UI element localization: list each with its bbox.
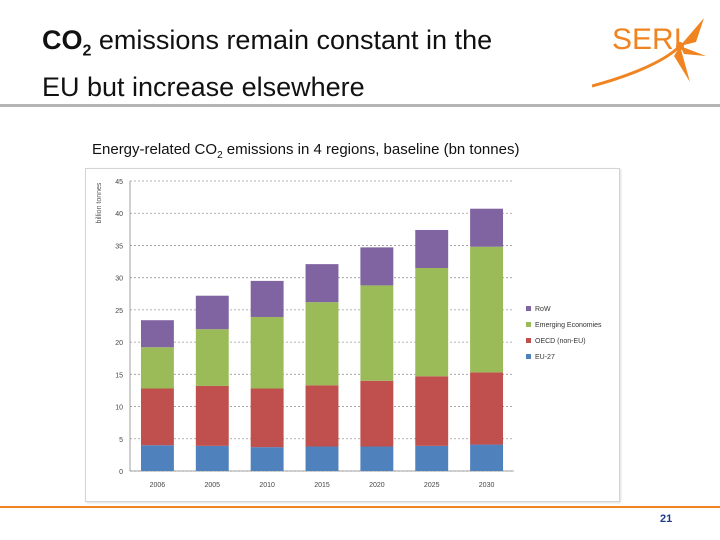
subtitle-subscript: 2 bbox=[217, 150, 223, 161]
bar-segment bbox=[415, 268, 449, 377]
bar-segment bbox=[250, 280, 284, 317]
y-tick-label: 15 bbox=[115, 372, 123, 379]
bar-segment bbox=[470, 444, 504, 471]
title-line1: emissions remain constant in the bbox=[91, 25, 493, 55]
x-tick-label: 2025 bbox=[424, 482, 440, 489]
y-tick-label: 25 bbox=[115, 308, 123, 315]
legend-label: OECD (non-EU) bbox=[535, 338, 586, 345]
y-tick-label: 0 bbox=[119, 469, 123, 476]
title-divider bbox=[0, 104, 720, 107]
legend-label: EU-27 bbox=[535, 354, 555, 361]
x-tick-label: 2005 bbox=[204, 482, 220, 489]
seri-logo-text: SERI bbox=[612, 23, 682, 56]
bar-segment bbox=[360, 446, 394, 471]
bar-segment bbox=[305, 302, 339, 386]
bar-segment bbox=[140, 445, 174, 471]
bar-segment bbox=[250, 447, 284, 471]
y-tick-label: 20 bbox=[115, 340, 123, 347]
y-tick-label: 40 bbox=[115, 211, 123, 218]
legend-swatch bbox=[526, 306, 531, 311]
y-tick-label: 35 bbox=[115, 243, 123, 250]
x-tick-label: 2020 bbox=[369, 482, 385, 489]
bar-segment bbox=[195, 295, 229, 330]
title-co-text: CO bbox=[42, 25, 83, 55]
bar-segment bbox=[305, 385, 339, 447]
bar-segment bbox=[195, 445, 229, 471]
bar-segment bbox=[140, 388, 174, 446]
bar-segment bbox=[195, 385, 229, 446]
chart-frame: billion tonnes 0 5 10 15 20 25 30 35 40 45 2006 2005… bbox=[85, 168, 620, 502]
seri-logo-graphic: SERI bbox=[591, 18, 706, 88]
subtitle-pre: Energy-related CO bbox=[92, 141, 218, 158]
bar-segment bbox=[140, 347, 174, 389]
bar-segment bbox=[305, 446, 339, 471]
bar-segment bbox=[360, 380, 394, 447]
legend-label: Emerging Economies bbox=[535, 322, 602, 329]
y-tick-label: 10 bbox=[115, 405, 123, 412]
legend-swatch bbox=[526, 354, 531, 359]
title-subscript: 2 bbox=[82, 42, 92, 60]
title-line2: EU but increase elsewhere bbox=[42, 72, 365, 103]
footer-divider bbox=[0, 506, 720, 508]
x-tick-label: 2030 bbox=[479, 482, 495, 489]
bar-segment bbox=[415, 376, 449, 446]
bar-segment bbox=[470, 372, 504, 445]
bar-segment bbox=[470, 246, 504, 373]
bar-segment bbox=[250, 316, 284, 389]
legend-swatch bbox=[526, 322, 531, 327]
bar-segment bbox=[415, 229, 449, 268]
subtitle-post: emissions in 4 regions, baseline (bn ton… bbox=[222, 141, 520, 158]
legend-label: RoW bbox=[535, 306, 551, 313]
title-co2: CO2 bbox=[42, 25, 91, 59]
x-tick-label: 2010 bbox=[259, 482, 275, 489]
page-number: 21 bbox=[660, 513, 673, 525]
bar-segment bbox=[140, 320, 174, 348]
legend-swatch bbox=[526, 338, 531, 343]
y-tick-label: 5 bbox=[119, 437, 123, 444]
x-tick-label: 2006 bbox=[150, 482, 166, 489]
bar-segment bbox=[360, 285, 394, 381]
seri-logo: SERI bbox=[591, 12, 710, 94]
bar-segment bbox=[415, 445, 449, 471]
x-tick-label: 2015 bbox=[314, 482, 330, 489]
bar-segment bbox=[195, 329, 229, 386]
chart-subtitle: Energy-related CO2 emissions in 4 region… bbox=[92, 141, 519, 161]
y-axis-label: billion tonnes bbox=[96, 182, 103, 223]
bar-segment bbox=[250, 388, 284, 448]
bar-segment bbox=[470, 208, 504, 247]
bar-segment bbox=[305, 264, 339, 303]
slide-title: CO2 emissions remain constant in the EU … bbox=[42, 22, 582, 105]
y-tick-label: 45 bbox=[115, 179, 123, 186]
bar-segment bbox=[360, 247, 394, 286]
y-tick-label: 30 bbox=[115, 276, 123, 283]
